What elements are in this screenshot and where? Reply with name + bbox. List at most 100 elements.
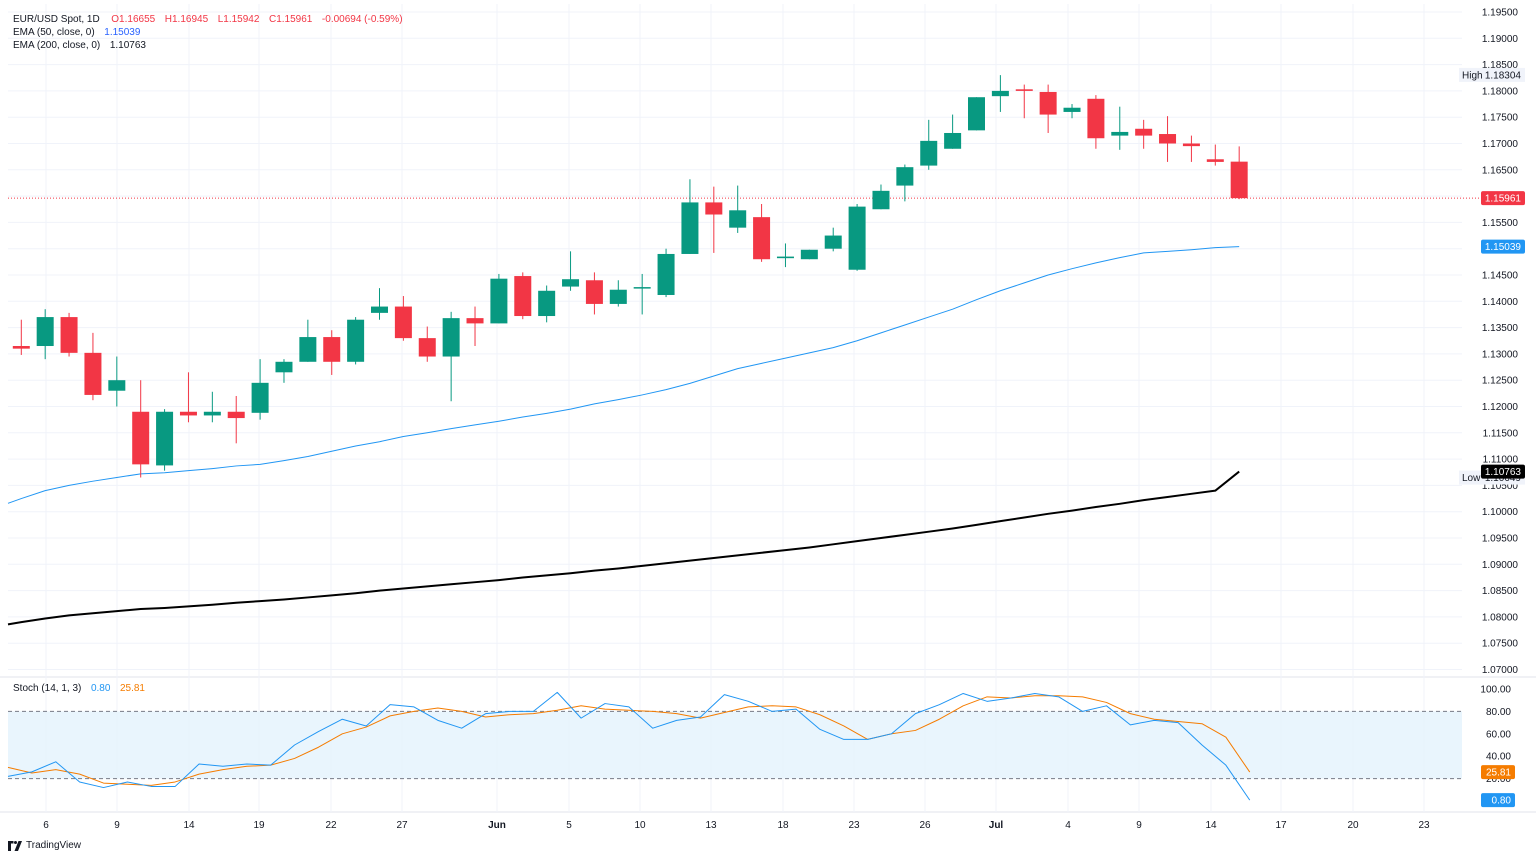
- candle: [275, 359, 293, 383]
- candle-body: [418, 338, 436, 357]
- candle-body: [633, 287, 651, 289]
- stoch-k-tag-bg: [1481, 793, 1515, 808]
- legend-stoch-row[interactable]: Stoch (14, 1, 3) 0.80 25.81: [13, 683, 145, 695]
- candle-body: [776, 256, 794, 259]
- candle-body: [1039, 91, 1057, 115]
- candle: [251, 359, 269, 420]
- candle: [1135, 119, 1153, 149]
- candle-body: [1206, 159, 1224, 162]
- price-tick-label: 1.10000: [1482, 507, 1519, 518]
- candle-body: [944, 132, 962, 149]
- ema50-price-tag: 1.15039: [1481, 239, 1525, 254]
- candle-body: [1159, 134, 1177, 144]
- price-axis: 1.19500 1.19000 1.18500 1.18000 1.17500 1.170…: [1480, 8, 1518, 786]
- ema50-value: 1.15039: [104, 27, 141, 38]
- candle: [12, 319, 30, 355]
- price-tick-label: 1.07500: [1482, 639, 1519, 650]
- time-tick-label: 27: [396, 820, 408, 831]
- candle: [442, 311, 460, 402]
- price-tick-label: 1.12500: [1482, 376, 1519, 387]
- time-tick-label: 4: [1065, 820, 1071, 831]
- candle: [609, 280, 627, 307]
- candle: [800, 249, 818, 260]
- legend-symbol-row: EUR/USD Spot, 1D O1.16655 H1.16945 L1.15…: [13, 14, 403, 26]
- candle: [562, 251, 580, 291]
- low-tag-label: Low: [1462, 473, 1481, 484]
- candle-body: [1111, 131, 1129, 136]
- candle: [514, 272, 532, 320]
- candle: [1039, 84, 1057, 133]
- candle-body: [585, 280, 603, 304]
- candle-body: [514, 276, 532, 317]
- candle-body: [968, 97, 985, 131]
- high-tag: High 1.18304: [1459, 67, 1525, 82]
- candle-body: [490, 278, 508, 324]
- candle-body: [753, 217, 771, 260]
- price-tick-label: 1.19500: [1482, 8, 1519, 19]
- candle-body: [1182, 143, 1200, 147]
- candle-body: [394, 306, 412, 339]
- candle: [227, 395, 245, 444]
- time-tick-label: Jul: [989, 820, 1004, 831]
- stoch-series: [7, 691, 1251, 801]
- candle: [1230, 146, 1248, 200]
- price-tick-label: 1.08000: [1482, 612, 1519, 623]
- candle: [585, 272, 603, 315]
- candle: [323, 330, 341, 375]
- legend-ema200-row[interactable]: EMA (200, close, 0) 1.10763: [13, 40, 146, 52]
- price-tick-label: 1.18000: [1482, 86, 1519, 97]
- legend-ema50-row[interactable]: EMA (50, close, 0) 1.15039: [13, 27, 140, 39]
- candle: [968, 97, 985, 131]
- price-tick-label: 1.12000: [1482, 402, 1519, 413]
- candle: [132, 380, 150, 478]
- candle: [108, 356, 126, 407]
- ema-series: [7, 197, 1480, 626]
- candle-body: [108, 380, 126, 391]
- stoch-overbought-oversold-band: [8, 711, 1462, 779]
- last-price-tag-text: 1.15961: [1485, 194, 1522, 205]
- candle: [1111, 106, 1129, 150]
- candle: [179, 372, 197, 423]
- open-value: O1.16655: [111, 14, 156, 25]
- candle: [1087, 95, 1105, 149]
- time-tick-label: 6: [43, 820, 49, 831]
- candle: [944, 114, 962, 149]
- candle: [753, 203, 771, 262]
- price-tick-label: 1.16500: [1482, 165, 1519, 176]
- price-tick-label: 1.10500: [1482, 481, 1519, 492]
- candle-body: [872, 190, 890, 210]
- stoch-k-line: [7, 691, 1251, 801]
- candle-body: [227, 411, 245, 419]
- candle-body: [800, 249, 818, 260]
- price-tick-label: 1.18500: [1482, 60, 1519, 71]
- time-tick-label: 14: [183, 820, 195, 831]
- candle-body: [729, 210, 747, 228]
- ema50-price-tag-bg: [1481, 239, 1525, 254]
- candle-body: [538, 290, 556, 317]
- candle: [84, 332, 102, 401]
- candle-body: [466, 318, 484, 324]
- candle: [991, 75, 1009, 112]
- stoch-d-tag: 25.81: [1481, 765, 1515, 780]
- candle-body: [920, 140, 938, 166]
- candle: [490, 273, 508, 324]
- candle-body: [251, 382, 269, 413]
- time-tick-label: 14: [1205, 820, 1217, 831]
- candle-body: [1087, 98, 1105, 139]
- stoch-label: Stoch (14, 1, 3): [13, 683, 82, 694]
- price-tick-label: 1.08500: [1482, 586, 1519, 597]
- candle-body: [991, 90, 1009, 97]
- price-tick-label: 1.14500: [1482, 271, 1519, 282]
- tradingview-brand[interactable]: TradingView: [8, 840, 81, 851]
- candle-body: [156, 411, 174, 466]
- stoch-d-line: [7, 695, 1251, 786]
- stoch-tick-label: 60.00: [1486, 729, 1511, 740]
- ema200-line: [7, 470, 1240, 626]
- candle: [776, 243, 794, 268]
- candle-body: [1230, 161, 1248, 199]
- candle-body: [179, 411, 197, 416]
- candle: [347, 317, 365, 365]
- ema200-value: 1.10763: [109, 40, 146, 51]
- price-tick-label: 1.11000: [1483, 455, 1519, 466]
